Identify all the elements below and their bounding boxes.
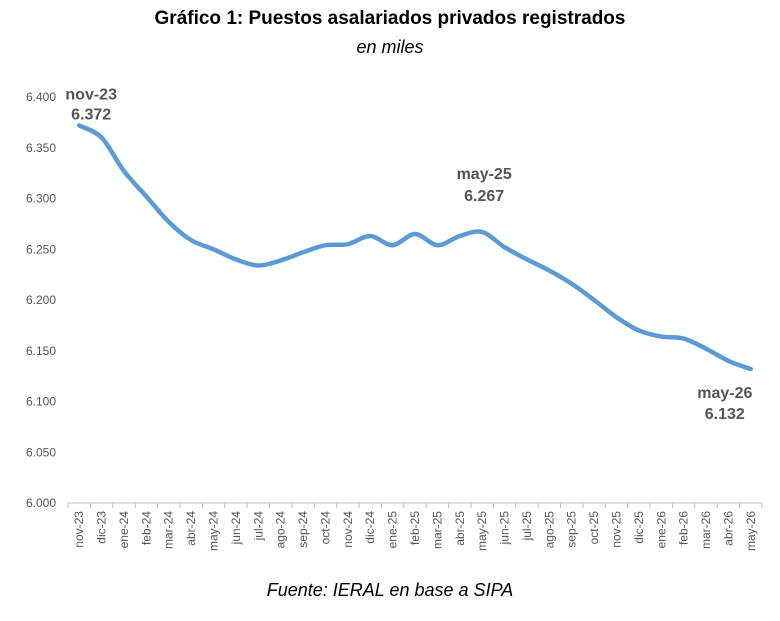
x-axis: nov-23 dic-23 ene-24 feb-24 mar-24 abr-24 may-… [67, 502, 763, 551]
y-axis: 6.000 6.050 6.100 6.150 6.200 6.250 6.300 6.350… [26, 90, 56, 510]
x-tick-label: jul-25 [520, 511, 534, 542]
x-tick-label: abr-24 [184, 511, 198, 546]
chart-source: Fuente: IERAL en base a SIPA [266, 580, 514, 600]
x-tick-label: mar-24 [162, 511, 176, 549]
x-tick-label: mar-26 [699, 511, 713, 549]
x-tick-label: dic-25 [632, 511, 646, 544]
y-tick-label: 6.000 [26, 496, 56, 510]
x-tick-label: mar-25 [430, 511, 444, 549]
x-tick-label: dic-24 [363, 511, 377, 544]
x-tick-label: nov-25 [609, 511, 623, 548]
annotation-period: may-25 [457, 166, 512, 183]
x-tick-label: nov-24 [341, 511, 355, 548]
x-tick-label: ene-26 [654, 511, 668, 549]
annotation-period: nov-23 [65, 86, 117, 103]
y-tick-label: 6.400 [26, 90, 56, 104]
x-tick-label: oct-25 [587, 511, 601, 545]
y-tick-label: 6.150 [26, 344, 56, 358]
x-tick-label: dic-23 [95, 511, 109, 544]
y-tick-label: 6.250 [26, 242, 56, 256]
x-tick-label: jun-24 [229, 511, 243, 546]
y-tick-label: 6.300 [26, 192, 56, 206]
x-tick-label: may-26 [744, 511, 758, 551]
chart-subtitle: en miles [356, 37, 424, 57]
x-tick-label: may-24 [207, 511, 221, 551]
x-tick-label: sep-24 [296, 511, 310, 548]
x-tick-label: ene-24 [117, 511, 131, 549]
annotation-layer: nov-23 6.372 may-25 6.267 may-26 6.132 [65, 86, 752, 423]
x-tick-label: jul-24 [251, 511, 265, 542]
y-tick-label: 6.100 [26, 395, 56, 409]
chart-title: Gráfico 1: Puestos asalariados privados … [154, 8, 626, 29]
series-line [76, 123, 754, 372]
x-tick-label: feb-26 [677, 511, 691, 545]
annotation-value: 6.267 [464, 188, 504, 205]
x-tick-label: jun-25 [498, 511, 512, 546]
annotation-value: 6.132 [705, 406, 745, 423]
x-tick-label: abr-26 [721, 511, 735, 546]
x-tick-label: may-25 [475, 511, 489, 551]
x-tick-label: oct-24 [318, 511, 332, 545]
x-tick-label: abr-25 [453, 511, 467, 546]
x-tick-label: nov-23 [72, 511, 86, 548]
x-tick-label: feb-25 [408, 511, 422, 545]
x-tick-label: ene-25 [386, 511, 400, 549]
y-tick-label: 6.350 [26, 141, 56, 155]
series-layer [76, 123, 754, 372]
y-tick-label: 6.200 [26, 293, 56, 307]
x-tick-label: ago-24 [274, 511, 288, 549]
x-tick-label: sep-25 [565, 511, 579, 548]
annotation-period: may-26 [697, 385, 752, 402]
x-tick-label: feb-24 [139, 511, 153, 545]
y-tick-label: 6.050 [26, 445, 56, 459]
annotation-value: 6.372 [71, 106, 111, 123]
x-tick-label: ago-25 [542, 511, 556, 549]
